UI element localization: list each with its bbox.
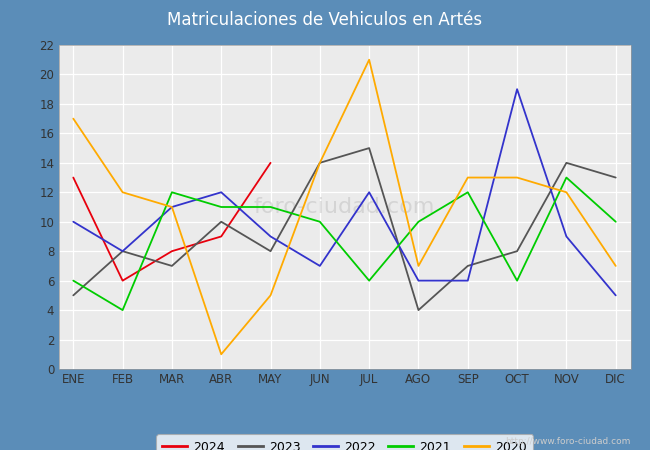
Legend: 2024, 2023, 2022, 2021, 2020: 2024, 2023, 2022, 2021, 2020 xyxy=(156,434,533,450)
Text: foro-ciudad.com: foro-ciudad.com xyxy=(254,197,436,217)
Text: Matriculaciones de Vehiculos en Artés: Matriculaciones de Vehiculos en Artés xyxy=(168,11,482,29)
Text: http://www.foro-ciudad.com: http://www.foro-ciudad.com xyxy=(505,436,630,446)
